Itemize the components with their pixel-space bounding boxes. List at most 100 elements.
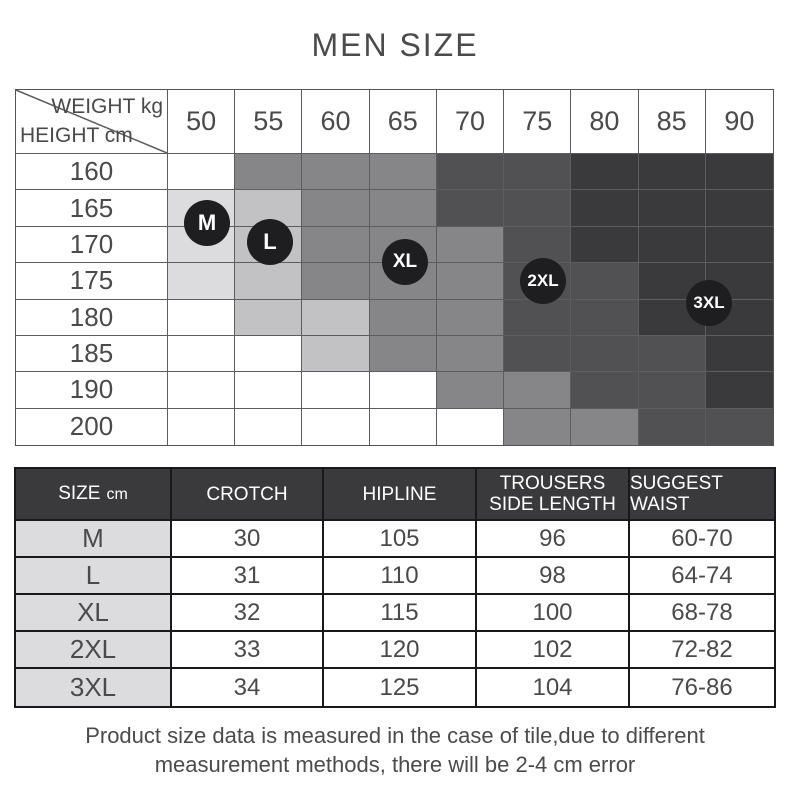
grid-shade-cell [235, 190, 303, 227]
grid-shade-cell [235, 408, 303, 445]
table-header-word: SIZE [58, 483, 101, 504]
grid-shade-cell [235, 263, 303, 300]
table-header-cell: SIZE cm [16, 469, 172, 521]
table-cell: 64-74 [630, 558, 774, 595]
grid-shade-cell [168, 299, 236, 336]
height-label-cell: 170 [16, 226, 168, 264]
grid-shade-cell [504, 335, 572, 373]
grid-shade-cell [369, 263, 437, 300]
table-cell: 125 [324, 669, 477, 706]
height-label-cell: 175 [16, 263, 168, 300]
grid-shade-cell [504, 372, 572, 409]
grid-shade-cell [369, 190, 437, 227]
grid-shade-cell [638, 226, 706, 264]
grid-shade-cell [571, 335, 639, 373]
grid-shade-cell [571, 263, 639, 300]
table-cell: 68-78 [630, 595, 774, 632]
grid-shade-cell [369, 335, 437, 373]
table-cell: 60-70 [630, 521, 774, 558]
table-row-label: 3XL [16, 669, 172, 706]
weight-header-cell: 70 [436, 90, 505, 154]
height-label-cell: 160 [16, 154, 168, 191]
grid-shade-cell [436, 226, 505, 264]
table-header-cell: CROTCH [172, 469, 324, 521]
table-cell: 72-82 [630, 632, 774, 669]
grid-shade-cell [705, 335, 773, 373]
grid-shade-cell [369, 408, 437, 445]
weight-header-cell: 55 [235, 90, 303, 154]
table-cell: 104 [477, 669, 630, 706]
weight-header-cell: 60 [302, 90, 370, 154]
table-cell: 33 [172, 632, 324, 669]
grid-shade-cell [436, 154, 505, 191]
grid-shade-cell [436, 263, 505, 300]
table-cell: 76-86 [630, 669, 774, 706]
grid-shade-cell [302, 263, 370, 300]
grid-shade-cell [705, 408, 773, 445]
grid-shade-cell [168, 226, 236, 264]
grid-shade-cell [638, 335, 706, 373]
grid-shade-cell [235, 154, 303, 191]
grid-shade-cell [436, 299, 505, 336]
grid-shade-cell [571, 299, 639, 336]
grid-shade-cell [504, 154, 572, 191]
height-label-cell: 185 [16, 335, 168, 373]
corner-height-label: HEIGHT cm [20, 124, 133, 147]
table-row-label: XL [16, 595, 172, 632]
grid-shade-cell [705, 226, 773, 264]
table-header-unit: cm [106, 486, 128, 503]
table-header-text: TROUSERS [499, 473, 606, 494]
footnote-line1: Product size data is measured in the cas… [85, 723, 705, 748]
page-title: MEN SIZE [311, 27, 479, 63]
grid-shade-cell [302, 299, 370, 336]
grid-shade-cell [168, 372, 236, 409]
grid-shade-cell [705, 299, 773, 336]
grid-shade-cell [638, 263, 706, 300]
weight-header-cell: 85 [638, 90, 706, 154]
grid-shade-cell [369, 226, 437, 264]
weight-header-cell: 90 [705, 90, 773, 154]
table-cell: 115 [324, 595, 477, 632]
footnote-line2: measurement methods, there will be 2-4 c… [154, 752, 636, 777]
grid-shade-cell [302, 372, 370, 409]
grid-shade-cell [168, 263, 236, 300]
table-header-text: CROTCH [206, 483, 288, 505]
grid-shade-cell [504, 299, 572, 336]
grid-shade-cell [504, 263, 572, 300]
table-cell: 100 [477, 595, 630, 632]
measurement-table: SIZE cm CROTCH HIPLINE TROUSERS SIDE LENGTH SU… [14, 467, 776, 708]
weight-header-cell: 65 [369, 90, 437, 154]
table-cell: 105 [324, 521, 477, 558]
weight-header-cell: 75 [504, 90, 572, 154]
table-row-label: L [16, 558, 172, 595]
height-weight-size-grid: WEIGHT kg HEIGHT cm M L XL 2XL 3XL 50 55 60 65 7… [15, 89, 774, 446]
grid-shade-cell [571, 154, 639, 191]
table-cell: 30 [172, 521, 324, 558]
grid-shade-cell [705, 190, 773, 227]
table-cell: 34 [172, 669, 324, 706]
table-header-text: HIPLINE [362, 483, 437, 505]
height-label-cell: 200 [16, 408, 168, 445]
table-header-cell: SUGGEST WAIST [630, 469, 774, 521]
grid-shade-cell [302, 335, 370, 373]
table-cell: 32 [172, 595, 324, 632]
grid-shade-cell [168, 408, 236, 445]
weight-header-cell: 50 [168, 90, 236, 154]
grid-shade-cell [638, 154, 706, 191]
grid-shade-cell [638, 408, 706, 445]
grid-shade-cell [705, 154, 773, 191]
table-header-cell: HIPLINE [324, 469, 477, 521]
table-cell: 120 [324, 632, 477, 669]
grid-shade-cell [504, 226, 572, 264]
grid-shade-cell [369, 154, 437, 191]
table-header-text: SUGGEST WAIST [630, 473, 723, 515]
grid-shade-cell [235, 335, 303, 373]
height-label-cell: 190 [16, 372, 168, 409]
grid-shade-cell [504, 408, 572, 445]
footnote: Product size data is measured in the cas… [0, 721, 790, 779]
grid-shade-cell [571, 190, 639, 227]
grid-shade-cell [436, 190, 505, 227]
grid-shade-cell [302, 408, 370, 445]
grid-shade-cell [638, 190, 706, 227]
